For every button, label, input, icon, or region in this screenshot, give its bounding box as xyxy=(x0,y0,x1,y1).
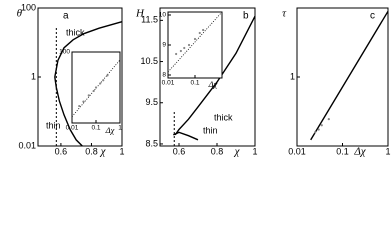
x-tick-label: 0.1 xyxy=(336,147,349,157)
x-tick-label: 0.8 xyxy=(211,147,224,157)
x-tick-label: 0.01 xyxy=(162,79,175,86)
data-point xyxy=(94,86,98,89)
x-tick-label: 0.01 xyxy=(288,147,306,157)
curve-label: thin xyxy=(46,120,61,130)
x-tick-label: 0.6 xyxy=(173,147,186,157)
y-tick-label: 10.5 xyxy=(140,56,158,66)
data-point xyxy=(102,79,105,82)
curve xyxy=(310,10,389,141)
data-point xyxy=(179,49,182,53)
x-axis-label: Δχ xyxy=(353,146,366,157)
x-tick-label: 0.6 xyxy=(55,147,68,157)
data-point xyxy=(99,82,102,85)
y-tick-label: 8 xyxy=(162,72,166,79)
x-tick-label: 1 xyxy=(252,147,257,157)
curve xyxy=(54,21,123,78)
y-tick-label: 1 xyxy=(31,71,36,81)
y-tick-label: 9.5 xyxy=(145,97,158,107)
y-tick-label: 9 xyxy=(162,42,166,49)
y-tick-label: 1 xyxy=(290,71,295,81)
panel-label: b xyxy=(243,11,249,22)
panel-label: a xyxy=(63,11,69,22)
y-tick-label: 0.01 xyxy=(18,140,36,150)
panel-label: c xyxy=(370,11,375,22)
data-point xyxy=(187,43,191,47)
data-point xyxy=(198,31,201,35)
x-tick-label: 0.8 xyxy=(85,147,98,157)
data-point xyxy=(193,37,197,41)
fit-line xyxy=(167,11,223,73)
data-point xyxy=(92,89,95,93)
data-point xyxy=(183,46,186,50)
curve-label: thick xyxy=(66,27,85,37)
data-point xyxy=(106,74,109,77)
y-tick-label: 100 xyxy=(59,49,70,56)
x-tick-label: 1 xyxy=(118,124,122,131)
x-axis-label: Δχ xyxy=(105,125,115,135)
curve-label: thin xyxy=(203,125,218,135)
data-point xyxy=(317,128,320,131)
curve xyxy=(173,131,199,141)
x-tick-label: 0.01 xyxy=(66,124,79,131)
data-point xyxy=(314,131,317,134)
x-axis-label: χ xyxy=(100,146,107,157)
x-axis-label: χ xyxy=(234,146,241,157)
y-tick-label: 11.5 xyxy=(141,15,158,25)
page: 0.6 0.8 1 0.01 1 100 thick thin χ θ a 0.6 0.8 1 8.5 9.5… xyxy=(16,2,391,157)
curve xyxy=(54,76,83,147)
y-axis-label: H xyxy=(135,8,145,20)
x-tick-label: 0.1 xyxy=(91,124,100,131)
figure: 0.6 0.8 1 0.01 1 100 thick thin χ θ a 0.6 0.8 1 8.5 9.5… xyxy=(17,2,391,157)
x-tick-label: 1 xyxy=(385,147,390,157)
plot-frame xyxy=(167,11,223,79)
data-point xyxy=(320,124,323,127)
data-point xyxy=(87,94,90,97)
data-point xyxy=(327,118,330,121)
x-axis-label: Δχ xyxy=(208,79,218,89)
data-point xyxy=(82,100,85,103)
curve-label: thick xyxy=(214,112,233,122)
x-tick-label: 1 xyxy=(119,147,124,157)
y-axis-label: θ xyxy=(17,8,23,20)
x-tick-label: 0.1 xyxy=(190,79,199,86)
y-axis-label: τ xyxy=(282,8,287,20)
y-tick-label: 100 xyxy=(21,2,36,12)
plot-frame xyxy=(296,7,389,147)
data-point xyxy=(202,28,205,32)
curve xyxy=(174,15,256,136)
y-tick-label: 10 xyxy=(159,12,167,19)
y-tick-label: 8.5 xyxy=(145,138,158,148)
data-point xyxy=(78,104,81,108)
data-point xyxy=(175,52,178,56)
